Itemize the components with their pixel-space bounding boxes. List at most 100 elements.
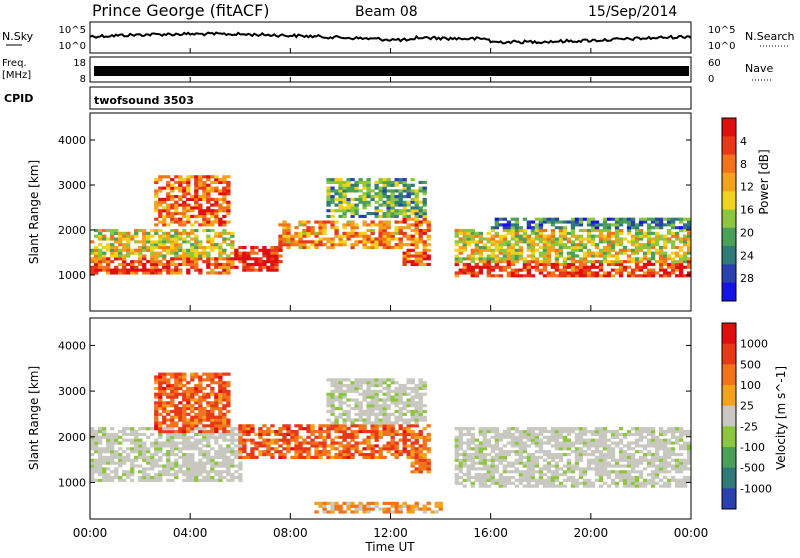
heatmap-cell — [322, 510, 327, 514]
heatmap-cell — [458, 470, 463, 474]
heatmap-cell — [570, 226, 576, 230]
heatmap-cell — [174, 389, 179, 393]
heatmap-cell — [670, 231, 676, 235]
heatmap-cell — [614, 268, 620, 272]
heatmap-cell — [574, 427, 580, 431]
heatmap-cell — [534, 260, 540, 264]
heatmap-cell — [602, 467, 608, 471]
heatmap-cell — [186, 473, 191, 477]
heatmap-cell — [222, 381, 227, 385]
heatmap-cell — [110, 234, 115, 238]
heatmap-cell — [338, 444, 343, 448]
heatmap-cell — [94, 450, 99, 454]
heatmap-cell — [154, 458, 159, 462]
heatmap-cell — [530, 475, 536, 480]
heatmap-cell — [270, 438, 275, 442]
heatmap-cell — [454, 452, 459, 457]
heatmap-cell — [98, 257, 103, 261]
heatmap-cell — [602, 220, 608, 224]
heatmap-cell — [554, 464, 560, 468]
heatmap-cell — [226, 432, 231, 437]
heatmap-cell — [522, 473, 528, 477]
heatmap-cell — [678, 467, 684, 471]
heatmap-cell — [666, 220, 672, 224]
heatmap-cell — [478, 271, 483, 275]
heatmap-cell — [518, 447, 524, 451]
heatmap-cell — [354, 386, 359, 391]
heatmap-cell — [486, 245, 491, 250]
heatmap-cell — [162, 470, 167, 474]
heatmap-cell — [426, 447, 431, 451]
heatmap-cell — [478, 234, 483, 238]
heatmap-cell — [210, 386, 215, 391]
heatmap-cell — [642, 245, 648, 250]
heatmap-cell — [590, 432, 596, 437]
heatmap-cell — [346, 180, 351, 185]
heatmap-cell — [454, 475, 459, 480]
heatmap-cell — [98, 243, 103, 247]
heatmap-cell — [426, 234, 431, 238]
heatmap-cell — [226, 183, 231, 187]
heatmap-cell — [550, 473, 556, 477]
heatmap-cell — [610, 254, 616, 258]
heatmap-cell — [326, 427, 331, 431]
heatmap-cell — [182, 228, 187, 233]
heatmap-cell — [162, 421, 167, 425]
heatmap-cell — [574, 452, 580, 457]
heatmap-cell — [166, 271, 171, 275]
heatmap-cell — [94, 265, 99, 269]
heatmap-cell — [210, 203, 215, 207]
heatmap-cell — [158, 251, 163, 255]
heatmap-cell — [554, 484, 560, 488]
heatmap-cell — [246, 438, 251, 442]
heatmap-cell — [402, 178, 407, 182]
heatmap-cell — [330, 378, 335, 382]
heatmap-cell — [386, 450, 391, 454]
heatmap-cell — [150, 427, 155, 431]
heatmap-cell — [530, 260, 536, 264]
heatmap-cell — [242, 245, 247, 250]
heatmap-cell — [410, 183, 415, 187]
heatmap-cell — [202, 470, 207, 474]
heatmap-cell — [354, 404, 359, 408]
heatmap-cell — [198, 257, 203, 261]
heatmap-cell — [422, 192, 427, 196]
heatmap-cell — [566, 237, 572, 241]
heatmap-cell — [406, 223, 411, 227]
heatmap-cell — [650, 240, 656, 244]
heatmap-cell — [202, 223, 207, 227]
heatmap-cell — [114, 473, 119, 477]
heatmap-cell — [170, 424, 175, 428]
heatmap-cell — [342, 409, 347, 414]
heatmap-cell — [550, 243, 556, 247]
heatmap-cell — [394, 214, 399, 218]
heatmap-cell — [482, 262, 487, 267]
heatmap-cell — [350, 429, 355, 434]
heatmap-cell — [210, 404, 215, 408]
heatmap-cell — [162, 223, 167, 227]
heatmap-cell — [682, 432, 688, 437]
colorbar-segment — [722, 172, 736, 192]
heatmap-cell — [234, 265, 239, 269]
heatmap-cell — [670, 234, 676, 238]
heatmap-cell — [550, 271, 556, 275]
heatmap-cell — [470, 481, 475, 485]
heatmap-cell — [218, 180, 223, 185]
heatmap-cell — [410, 234, 415, 238]
heatmap-cell — [462, 240, 467, 244]
heatmap-cell — [374, 237, 379, 241]
heatmap-cell — [590, 481, 596, 485]
heatmap-cell — [198, 458, 203, 462]
heatmap-cell — [614, 429, 620, 434]
heatmap-cell — [530, 455, 536, 459]
heatmap-cell — [486, 452, 491, 457]
heatmap-cell — [626, 461, 632, 465]
heatmap-cell — [310, 226, 315, 230]
heatmap-cell — [194, 265, 199, 269]
heatmap-cell — [366, 438, 371, 442]
heatmap-cell — [202, 467, 207, 471]
heatmap-cell — [138, 240, 143, 244]
heatmap-cell — [650, 217, 656, 221]
heatmap-cell — [162, 257, 167, 261]
heatmap-cell — [190, 398, 195, 402]
